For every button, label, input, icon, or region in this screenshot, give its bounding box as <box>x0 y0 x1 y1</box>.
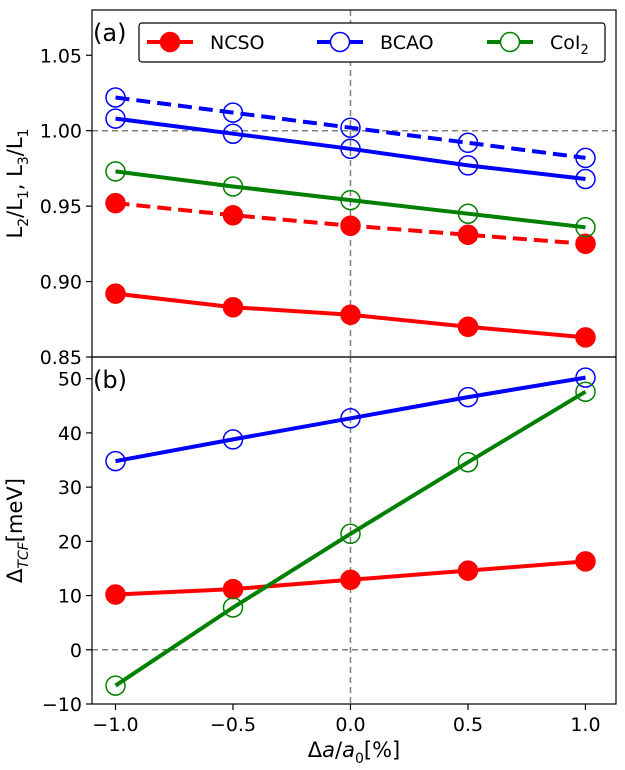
panel-b-y-tick-label: 20 <box>58 531 82 553</box>
panel-a-ncso-l3-l1-point <box>457 224 479 246</box>
panel-a-y-tick-label: 0.90 <box>40 272 82 294</box>
legend-marker-ncso <box>159 31 181 53</box>
panel-a-bcao-l3-l1-point <box>340 117 361 138</box>
panel-a-bcao-l2-l1-point <box>105 108 126 129</box>
legend-label-coi2: CoI2 <box>550 32 589 58</box>
panel-a-y-tick-label: 0.85 <box>40 347 82 369</box>
legend-marker-coi2 <box>499 31 521 53</box>
panel-a-ncso-l2-l1-point <box>105 283 126 304</box>
panel-a-ncso-l3-l1-point <box>575 233 596 255</box>
legend-entry-bcao: BCAO <box>317 31 434 54</box>
legend-label-ncso: NCSO <box>210 32 265 54</box>
panel-b-y-tick-label: −10 <box>42 694 82 716</box>
x-tick-label: −0.5 <box>210 714 256 736</box>
panel-b-coi2-line <box>114 389 587 688</box>
panel-a-bcao-l3-l1-line <box>115 95 586 160</box>
panel-a-bcao-l3-l1-series <box>105 87 596 169</box>
panel-a-y-tick-label: 1.05 <box>40 45 82 67</box>
panel-b-bcao-point <box>222 429 244 450</box>
panel-b-y-tick-label: 10 <box>58 586 82 608</box>
panel-a-bcao-l2-l1-point <box>222 123 244 144</box>
legend-box <box>138 22 606 63</box>
panel-a-bcao-l2-l1-series <box>105 108 596 190</box>
panel-b-coi2-point <box>457 451 479 473</box>
panel-b-ncso-point <box>575 551 596 572</box>
legend-marker-bcao <box>329 31 351 53</box>
panel-b-plot-area <box>92 357 616 704</box>
panel-b-bcao-point <box>340 408 361 429</box>
panel-a-bcao-l3-l1-point <box>575 147 596 169</box>
panel-b-y-tick-label: 40 <box>58 423 82 445</box>
panel-b-coi2-point <box>222 597 244 618</box>
panel-a-coi2-l2-l1-point <box>575 217 596 238</box>
panel-a-bcao-l2-l1-point <box>340 138 361 160</box>
panel-a-label: (a) <box>93 19 126 47</box>
panel-a-bcao-l2-l1-point <box>575 168 596 190</box>
x-tick-label: 0.0 <box>335 714 365 736</box>
panel-b-y-tick-label: 30 <box>58 477 82 499</box>
panel-a-ncso-l2-l1-point <box>340 304 361 326</box>
panel-b-y-tick-label: 50 <box>58 369 82 391</box>
panel-b-y-axis-label: ΔTCF[meV] <box>3 478 32 583</box>
panel-a-coi2-l2-l1-line <box>115 169 586 230</box>
panel-a: 0.85 0.90 0.95 1.00 1.05 (a) L2/L1, L3/L1 NC… <box>3 9 617 369</box>
panel-b-ncso-point <box>105 584 126 605</box>
panel-b-x-ticks: −1.0 −0.5 0.0 0.5 1.0 <box>92 704 601 736</box>
panel-b-ncso-point <box>222 578 244 600</box>
panel-b: −10 0 10 20 30 40 50 −1.0 −0.5 0.0 0.5 1.0 (b) ΔTC… <box>3 356 617 767</box>
panel-a-y-tick-label: 1.00 <box>40 121 82 143</box>
panel-b-ncso-series <box>105 551 596 605</box>
panel-a-bcao-l3-l1-point <box>457 132 479 154</box>
legend: NCSO BCAO CoI2 <box>138 22 606 63</box>
legend-entry-coi2: CoI2 <box>487 31 589 58</box>
panel-a-coi2-l2-l1-series <box>105 161 596 238</box>
panel-a-bcao-l2-l1-point <box>457 155 479 176</box>
panel-a-ncso-l2-l1-point <box>575 327 596 348</box>
panel-a-bcao-l2-l1-line <box>115 116 586 181</box>
panel-a-ncso-l2-l1-point <box>457 316 479 338</box>
panel-b-bcao-point <box>457 386 479 408</box>
panel-a-y-axis-label: L2/L1, L3/L1 <box>3 128 32 238</box>
panel-b-bcao-series <box>105 367 596 472</box>
x-tick-label: 1.0 <box>570 714 600 736</box>
panel-a-coi2-l2-l1-point <box>457 203 479 224</box>
panel-b-ncso-point <box>457 560 479 581</box>
panel-b-ncso-point <box>340 569 361 591</box>
panel-b-label: (b) <box>93 366 127 394</box>
panel-b-bcao-point <box>105 450 126 472</box>
panel-b-coi2-series <box>105 381 596 696</box>
panel-b-bcao-line <box>115 375 586 464</box>
panel-a-plot-area <box>92 10 616 357</box>
panel-a-coi2-l2-l1-point <box>105 161 126 182</box>
panel-a-bcao-l3-l1-point <box>222 102 244 123</box>
panel-a-y-tick-label: 0.95 <box>40 196 82 218</box>
panel-b-frame <box>91 356 617 705</box>
legend-label-bcao: BCAO <box>380 32 434 54</box>
panel-a-bcao-l3-l1-point <box>105 87 126 108</box>
panel-a-ncso-l3-l1-point <box>222 204 244 226</box>
panel-a-y-ticks: 0.85 0.90 0.95 1.00 1.05 <box>40 45 92 369</box>
x-axis-label: Δa/a0[%] <box>308 738 400 767</box>
legend-entry-ncso: NCSO <box>147 31 265 54</box>
panel-b-bcao-point <box>575 367 596 388</box>
x-tick-label: −1.0 <box>92 714 138 736</box>
x-tick-label: 0.5 <box>453 714 483 736</box>
panel-b-coi2-point <box>340 523 361 545</box>
panel-a-ncso-l3-l1-point <box>340 215 361 236</box>
panel-a-ncso-l3-l1-series <box>105 192 596 255</box>
panel-b-coi2-point <box>575 381 596 402</box>
panel-b-coi2-point <box>105 675 126 696</box>
panel-b-y-ticks: −10 0 10 20 30 40 50 <box>42 369 92 716</box>
panel-a-ncso-l2-l1-series <box>105 283 596 348</box>
panel-b-y-tick-label: 0 <box>70 640 82 662</box>
panel-a-coi2-l2-l1-point <box>340 189 361 211</box>
panel-a-coi2-l2-l1-point <box>222 176 244 197</box>
panel-a-ncso-l3-l1-point <box>105 192 126 214</box>
panel-a-ncso-l2-l1-point <box>222 296 244 318</box>
